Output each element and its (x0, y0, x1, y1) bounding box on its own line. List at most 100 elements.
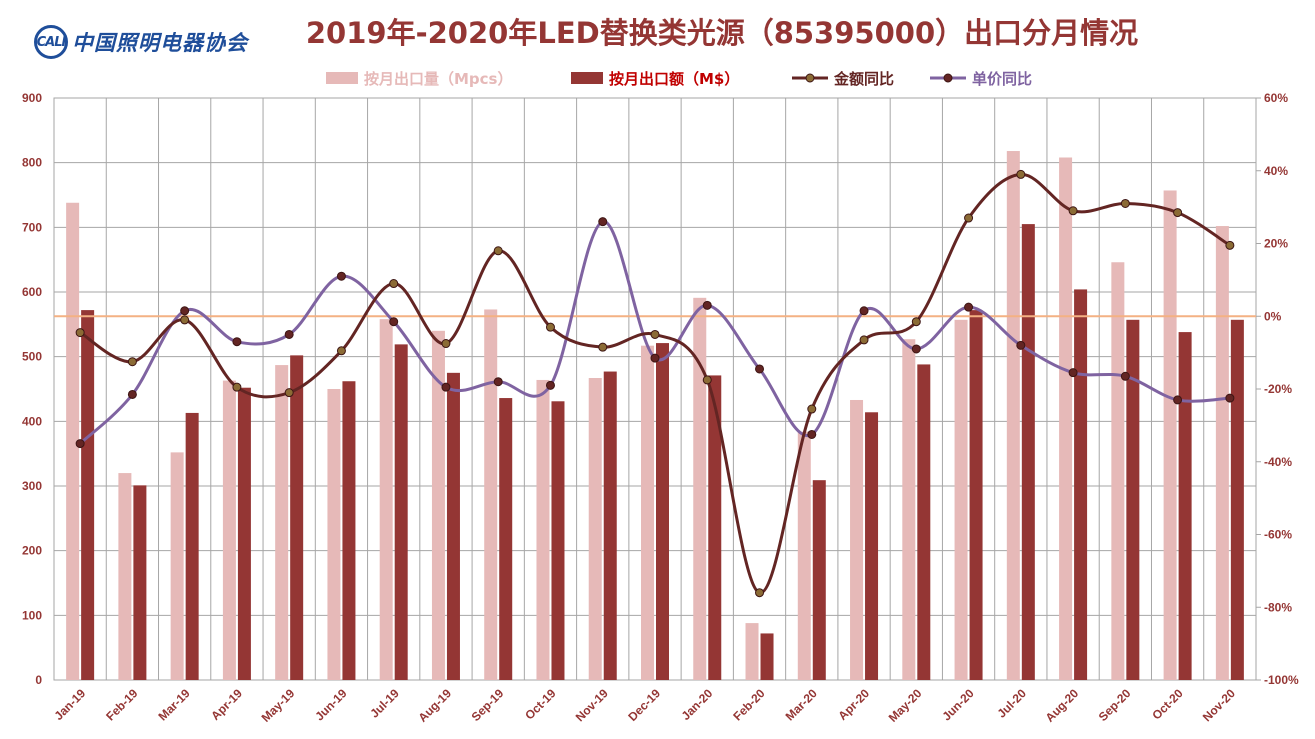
cali-logo-mark: CALI (34, 25, 68, 59)
bar-export-volume (431, 330, 445, 680)
bar-export-volume (170, 452, 184, 680)
bar-export-value (1178, 332, 1192, 680)
line-marker (232, 382, 242, 392)
legend-label: 单价同比 (972, 70, 1032, 88)
y-left-tick-label: 900 (22, 91, 42, 105)
y-left-tick-label: 400 (22, 414, 42, 428)
x-tick-label: Feb-20 (730, 686, 767, 723)
x-tick-label: Feb-19 (103, 686, 140, 723)
x-tick-label: Dec-19 (625, 686, 663, 724)
bar-export-value (1021, 224, 1035, 680)
bar-export-volume (797, 431, 811, 680)
y-right-tick-label: 0% (1264, 309, 1282, 323)
line-marker (232, 337, 242, 347)
line-marker (702, 375, 712, 385)
y-right-tick-label: -80% (1264, 600, 1292, 614)
bar-export-value (708, 375, 722, 680)
x-tick-label: Oct-20 (1149, 686, 1186, 723)
x-tick-label: Mar-19 (156, 686, 193, 723)
bar-export-volume (1006, 151, 1020, 680)
legend-marker (943, 73, 953, 83)
line-marker (598, 342, 608, 352)
y-left-tick-label: 700 (22, 220, 42, 234)
line-marker (1225, 393, 1235, 403)
bar-export-value (812, 480, 826, 680)
line-marker (1068, 206, 1078, 216)
x-tick-label: Nov-19 (573, 686, 611, 724)
bar-export-value (969, 310, 983, 680)
bar-export-volume (954, 319, 968, 680)
legend-item: 按月出口量（Mpcs） (326, 70, 513, 88)
y-right-tick-label: 60% (1264, 91, 1288, 105)
x-tick-label: Jun-20 (939, 686, 976, 723)
bar-export-value (1074, 289, 1088, 680)
y-left-tick-label: 600 (22, 285, 42, 299)
x-tick-label: Sep-20 (1096, 686, 1134, 724)
y-left-tick-label: 800 (22, 156, 42, 170)
y-right-tick-label: 40% (1264, 164, 1288, 178)
bar-export-volume (745, 623, 759, 680)
legend-item: 单价同比 (930, 70, 1032, 88)
x-tick-label: Aug-20 (1043, 686, 1082, 725)
line-marker (1173, 208, 1183, 218)
x-tick-label: Jul-20 (995, 686, 1030, 721)
line-marker (755, 364, 765, 374)
bar-export-value (1230, 319, 1244, 680)
line-marker (859, 335, 869, 345)
bar-export-volume (850, 399, 864, 680)
line-marker (336, 346, 346, 356)
x-tick-label: Mar-20 (783, 686, 820, 723)
bar-export-value (342, 381, 356, 680)
line-marker (493, 377, 503, 387)
line-marker (1120, 198, 1130, 208)
legend-marker (805, 73, 815, 83)
line-marker (1173, 395, 1183, 405)
line-marker (1225, 240, 1235, 250)
line-unit-price-yoy (79, 220, 1230, 445)
x-tick-label: Sep-19 (469, 686, 507, 724)
line-marker (284, 388, 294, 398)
x-tick-label: Nov-20 (1200, 686, 1238, 724)
bar-export-volume (641, 345, 654, 680)
bar-export-value (551, 401, 565, 680)
legend-label: 金额同比 (833, 70, 894, 88)
bar-export-value (603, 371, 617, 680)
bar-export-value (290, 355, 304, 680)
line-marker (127, 357, 137, 367)
bar-export-volume (379, 319, 393, 680)
bar-export-value (446, 372, 460, 680)
line-marker (807, 404, 817, 414)
y-left-tick-label: 0 (35, 673, 42, 687)
line-marker (964, 213, 974, 223)
legend-label: 按月出口额（M$） (609, 70, 739, 88)
y-left-tick-label: 500 (22, 350, 42, 364)
bar-export-value (394, 344, 408, 680)
y-right-tick-label: -60% (1264, 528, 1292, 542)
bar-export-value (133, 485, 147, 680)
line-marker (180, 315, 190, 325)
bar-export-volume (327, 389, 341, 680)
line-marker (75, 439, 85, 449)
bar-export-volume (222, 380, 236, 680)
cali-logo-text: 中国照明电器协会 (72, 30, 248, 55)
line-marker (493, 246, 503, 256)
line-marker (650, 329, 660, 339)
line-marker (1016, 169, 1026, 179)
legend-swatch (571, 72, 603, 84)
y-right-tick-label: 20% (1264, 237, 1288, 251)
line-marker (964, 302, 974, 312)
line-marker (755, 588, 765, 598)
line-marker (75, 328, 85, 338)
legend-item: 按月出口额（M$） (571, 70, 739, 88)
line-marker (702, 300, 712, 310)
line-marker (180, 306, 190, 316)
bar-export-value (917, 364, 931, 680)
y-right-tick-label: -20% (1264, 382, 1292, 396)
bar-export-value (865, 412, 879, 680)
x-tick-label: May-20 (886, 686, 925, 725)
line-marker (389, 279, 399, 289)
bar-export-value (499, 398, 513, 680)
line-marker (1120, 371, 1130, 381)
